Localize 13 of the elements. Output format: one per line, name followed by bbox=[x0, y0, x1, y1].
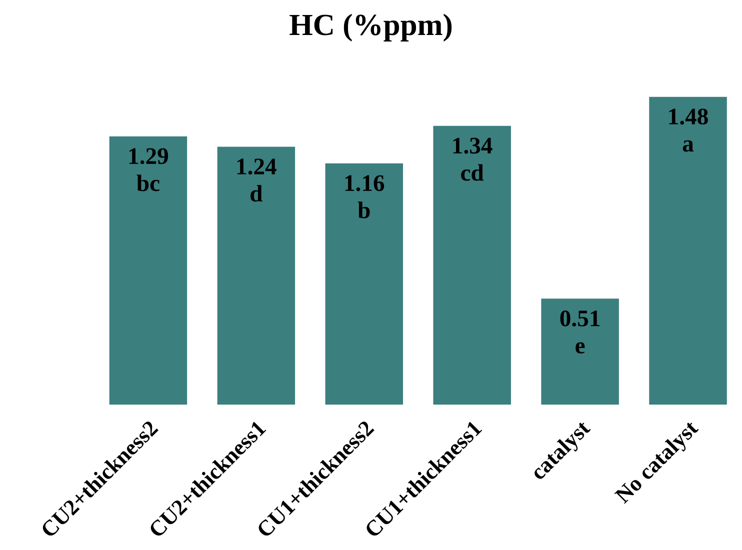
bar bbox=[109, 136, 188, 405]
chart-title: HC (%ppm) bbox=[290, 14, 452, 42]
data-label: 1.16 b bbox=[345, 175, 384, 218]
bar bbox=[541, 298, 619, 405]
bar bbox=[217, 146, 296, 405]
data-label: 1.29 bc bbox=[129, 148, 168, 192]
bar bbox=[325, 163, 403, 405]
data-label: 1.34 cd bbox=[453, 138, 492, 181]
data-label: 1.48 a bbox=[669, 108, 708, 152]
data-label: 1.24 d bbox=[237, 158, 276, 202]
data-label: 0.51 e bbox=[560, 310, 600, 354]
bar bbox=[433, 126, 511, 405]
bar bbox=[649, 96, 727, 405]
